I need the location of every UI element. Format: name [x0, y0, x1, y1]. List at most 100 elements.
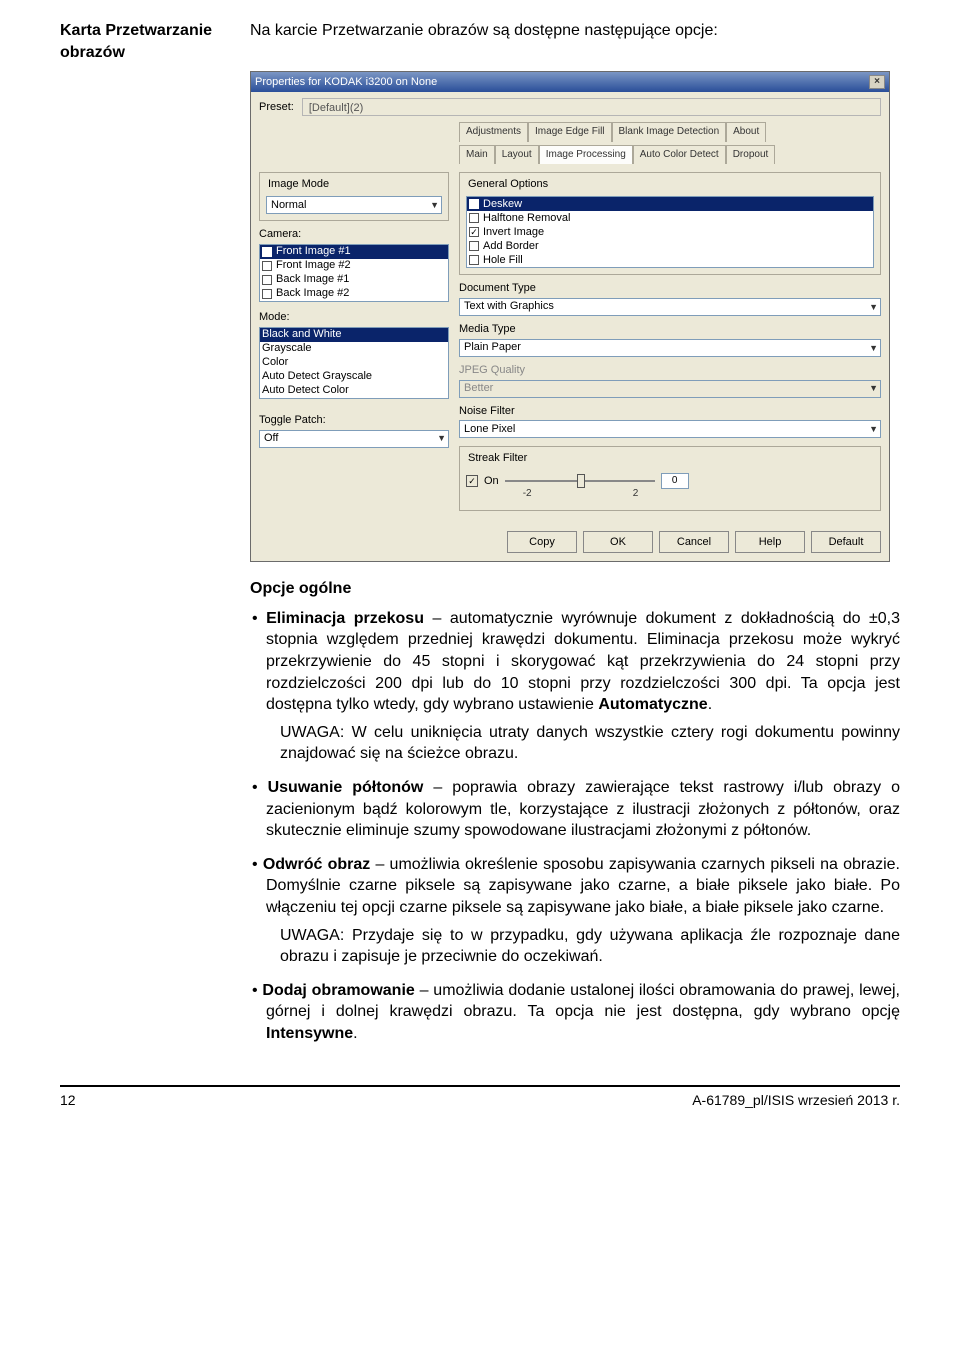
image-mode-combo[interactable]: Normal ▼ [266, 196, 442, 214]
noise-filter-label: Noise Filter [459, 404, 881, 419]
section-side-title: Karta Przetwarzanie obrazów [60, 20, 230, 63]
media-type-label: Media Type [459, 322, 881, 337]
streak-filter-legend: Streak Filter [466, 451, 529, 466]
tab-dropout[interactable]: Dropout [726, 145, 776, 165]
chevron-down-icon: ▼ [437, 432, 446, 444]
checkbox-icon[interactable] [262, 261, 272, 271]
slider-max: 2 [633, 487, 639, 501]
bullet-text: . [353, 1025, 357, 1042]
list-item[interactable]: Front Image #1 [276, 244, 351, 259]
bullet-term: Intensywne [266, 1025, 353, 1042]
tab-image-processing[interactable]: Image Processing [539, 145, 633, 165]
chevron-down-icon: ▼ [869, 342, 878, 354]
properties-dialog: Properties for KODAK i3200 on None × Pre… [250, 71, 890, 562]
checkbox-icon[interactable] [469, 199, 479, 209]
streak-value-spinner[interactable]: 0 [661, 473, 689, 489]
bullet-deskew: Eliminacja przekosu – automatycznie wyró… [252, 608, 900, 765]
tab-main[interactable]: Main [459, 145, 495, 165]
page-number: 12 [60, 1091, 76, 1110]
list-item[interactable]: Black and White [262, 327, 341, 342]
general-options-list[interactable]: Deskew Halftone Removal Invert Image Add… [466, 196, 874, 268]
tab-adjustments[interactable]: Adjustments [459, 122, 528, 142]
media-type-combo[interactable]: Plain Paper ▼ [459, 339, 881, 357]
bullet-term: Eliminacja przekosu [266, 610, 424, 627]
mode-label: Mode: [259, 310, 449, 325]
jpeg-quality-value: Better [464, 381, 493, 396]
image-mode-legend: Image Mode [266, 177, 331, 192]
list-item[interactable]: Hole Fill [483, 253, 523, 268]
slider-thumb-icon[interactable] [577, 474, 585, 488]
bullet-invert: Odwróć obraz – umożliwia określenie spos… [252, 854, 900, 968]
streak-on-label: On [484, 474, 499, 489]
chevron-down-icon: ▼ [869, 382, 878, 394]
note-text: UWAGA: W celu uniknięcia utraty danych w… [280, 722, 900, 765]
default-button[interactable]: Default [811, 531, 881, 553]
footer-doc-id: A-61789_pl/ISIS wrzesień 2013 r. [692, 1091, 900, 1110]
help-button[interactable]: Help [735, 531, 805, 553]
chevron-down-icon: ▼ [869, 423, 878, 435]
tab-about[interactable]: About [726, 122, 766, 142]
list-item[interactable]: Front Image #2 [276, 258, 351, 273]
copy-button[interactable]: Copy [507, 531, 577, 553]
list-item[interactable]: Auto Detect Grayscale [262, 369, 372, 384]
toggle-patch-value: Off [264, 431, 278, 446]
toggle-patch-label: Toggle Patch: [259, 413, 449, 428]
streak-filter-fieldset: Streak Filter ✓ On -2 2 0 [459, 446, 881, 511]
checkbox-icon[interactable] [262, 247, 272, 257]
toggle-patch-combo[interactable]: Off ▼ [259, 430, 449, 448]
bullet-add-border: Dodaj obramowanie – umożliwia dodanie us… [252, 980, 900, 1045]
general-options-legend: General Options [466, 177, 550, 192]
slider-min: -2 [523, 487, 532, 501]
list-item[interactable]: Color [262, 355, 288, 370]
preset-field: [Default](2) [302, 98, 881, 116]
tab-blank-image-detection[interactable]: Blank Image Detection [612, 122, 727, 142]
section-heading: Opcje ogólne [250, 578, 900, 600]
cancel-button[interactable]: Cancel [659, 531, 729, 553]
tab-image-edge-fill[interactable]: Image Edge Fill [528, 122, 611, 142]
image-mode-value: Normal [271, 198, 306, 213]
checkbox-icon[interactable] [469, 213, 479, 223]
list-item[interactable]: Deskew [483, 197, 522, 212]
titlebar-text: Properties for KODAK i3200 on None [255, 75, 437, 90]
list-item[interactable]: Back Image #2 [276, 286, 349, 301]
media-type-value: Plain Paper [464, 340, 521, 355]
tab-auto-color-detect[interactable]: Auto Color Detect [633, 145, 726, 165]
list-item[interactable]: Auto Detect Color [262, 383, 349, 398]
chevron-down-icon: ▼ [430, 199, 439, 211]
checkbox-icon[interactable] [469, 241, 479, 251]
checkbox-icon[interactable] [469, 227, 479, 237]
camera-label: Camera: [259, 227, 449, 242]
chevron-down-icon: ▼ [869, 301, 878, 313]
bullet-text: . [708, 696, 712, 713]
image-mode-fieldset: Image Mode Normal ▼ [259, 172, 449, 221]
intro-text: Na karcie Przetwarzanie obrazów są dostę… [250, 20, 718, 63]
note-text: UWAGA: Przydaje się to w przypadku, gdy … [280, 925, 900, 968]
list-item[interactable]: Grayscale [262, 341, 312, 356]
mode-listbox[interactable]: Black and White Grayscale Color Auto Det… [259, 327, 449, 399]
checkbox-icon[interactable] [262, 289, 272, 299]
list-item[interactable]: Add Border [483, 239, 539, 254]
checkbox-icon[interactable] [262, 275, 272, 285]
list-item[interactable]: Back Image #1 [276, 272, 349, 287]
camera-listbox[interactable]: Front Image #1 Front Image #2 Back Image… [259, 244, 449, 302]
document-type-value: Text with Graphics [464, 299, 554, 314]
bullet-term: Odwróć obraz [263, 856, 370, 873]
document-type-combo[interactable]: Text with Graphics ▼ [459, 298, 881, 316]
bullet-term: Automatyczne [598, 696, 707, 713]
document-type-label: Document Type [459, 281, 881, 296]
checkbox-icon[interactable] [469, 255, 479, 265]
noise-filter-value: Lone Pixel [464, 422, 515, 437]
jpeg-quality-label: JPEG Quality [459, 363, 881, 378]
jpeg-quality-combo: Better ▼ [459, 380, 881, 398]
noise-filter-combo[interactable]: Lone Pixel ▼ [459, 420, 881, 438]
bullet-term: Dodaj obramowanie [262, 982, 414, 999]
list-item[interactable]: Halftone Removal [483, 211, 570, 226]
list-item[interactable]: Invert Image [483, 225, 544, 240]
bullet-halftone: Usuwanie półtonów – poprawia obrazy zawi… [252, 777, 900, 842]
streak-slider[interactable]: -2 2 [505, 472, 655, 490]
streak-on-checkbox[interactable]: ✓ [466, 475, 478, 487]
ok-button[interactable]: OK [583, 531, 653, 553]
general-options-fieldset: General Options Deskew Halftone Removal … [459, 172, 881, 275]
tab-layout[interactable]: Layout [495, 145, 539, 165]
close-icon[interactable]: × [869, 75, 885, 89]
